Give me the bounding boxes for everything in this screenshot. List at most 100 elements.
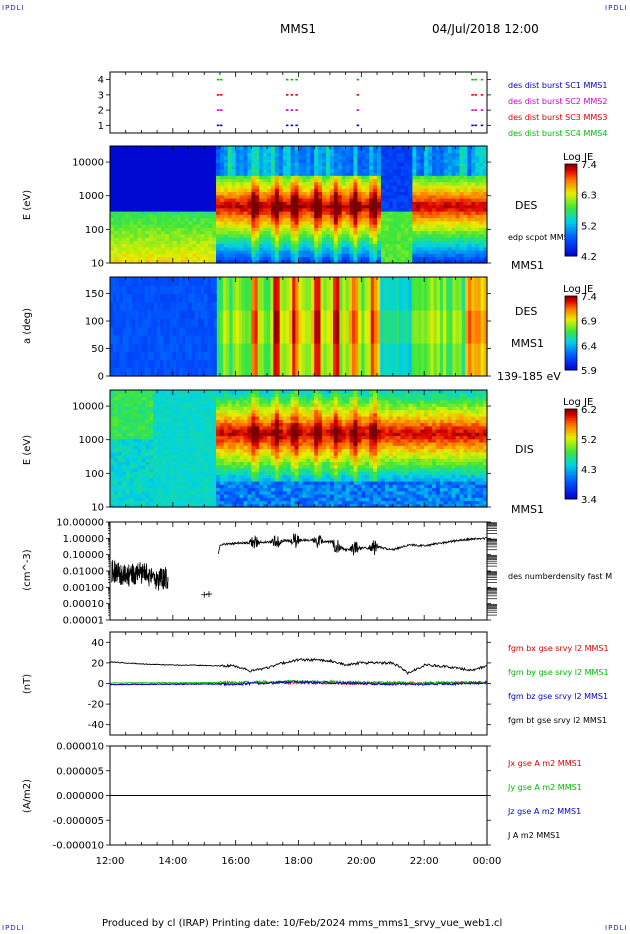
des-energy-panel-cell [384, 178, 390, 183]
des-energy-panel-cell [369, 211, 374, 215]
des-pitch-panel-cell [402, 343, 406, 352]
des-pitch-panel-cell [191, 343, 196, 352]
des-energy-panel-cell [243, 194, 249, 199]
des-pitch-panel-cell [364, 334, 369, 344]
des-energy-panel-cell [361, 217, 366, 222]
des-pitch-panel-cell [295, 285, 300, 295]
des-energy-panel-cell [369, 204, 374, 209]
des-energy-panel-cell [361, 191, 366, 196]
des-energy-panel-cell [141, 227, 146, 232]
des-pitch-panel-cell [175, 367, 180, 377]
des-energy-panel-cell [157, 172, 162, 176]
des-pitch-panel-cell [138, 310, 143, 319]
des-energy-panel-cell [145, 185, 150, 189]
des-pitch-panel-cell [172, 285, 177, 295]
des-energy-panel-cell [396, 152, 402, 157]
des-pitch-panel-cell [166, 310, 171, 319]
des-pitch-panel-cell [125, 318, 130, 328]
des-pitch-panel-cell [380, 310, 384, 319]
des-pitch-panel-cell [235, 285, 240, 295]
des-energy-panel-cell [216, 243, 221, 248]
des-pitch-panel-cell [364, 277, 369, 286]
des-energy-panel-cell [337, 220, 343, 225]
des-energy-panel-cell [110, 162, 115, 167]
des-pitch-panel-cell [311, 351, 315, 361]
des-energy-panel-cell [455, 162, 461, 167]
des-energy-panel-cell [247, 168, 252, 173]
des-energy-panel-cell [353, 168, 359, 173]
des-pitch-panel-cell [128, 326, 133, 336]
des-pitch-panel-cell [110, 285, 114, 295]
des-energy-panel-cell [388, 220, 394, 225]
des-energy-panel-cell [172, 230, 178, 235]
des-energy-panel-cell [424, 146, 429, 150]
des-pitch-panel-cell [150, 343, 155, 352]
des-pitch-panel-cell [267, 277, 271, 286]
des-energy-panel-cell [133, 211, 139, 215]
des-pitch-panel-cell [411, 285, 416, 295]
des-energy-panel-cell [451, 211, 457, 215]
des-energy-panel-cell [121, 227, 127, 232]
des-energy-panel-cell [318, 178, 323, 183]
des-energy-panel-cell [208, 211, 213, 215]
des-energy-panel-cell [384, 168, 390, 173]
des-pitch-panel-cell [110, 293, 114, 303]
des-pitch-panel-cell [392, 310, 397, 319]
des-energy-panel-cell [349, 246, 355, 251]
des-energy-panel-cell [471, 240, 476, 245]
burst-marker [474, 94, 477, 96]
des-energy-panel-cell [400, 204, 406, 209]
des-energy-panel-cell [373, 217, 378, 222]
des-energy-panel-cell [184, 201, 190, 206]
des-energy-panel-cell [110, 172, 115, 176]
des-energy-panel-cell [267, 256, 272, 261]
des-energy-panel-cell [325, 250, 331, 254]
des-energy-panel-cell [475, 217, 480, 222]
des-pitch-panel-cell [329, 334, 334, 344]
des-energy-panel-cell [168, 162, 174, 167]
des-energy-panel-cell [235, 214, 241, 219]
des-pitch-panel-cell [342, 310, 347, 319]
des-energy-panel-cell [435, 201, 441, 206]
des-energy-panel-cell [325, 233, 331, 238]
des-energy-panel-cell [212, 256, 217, 261]
des-energy-panel-cell [223, 246, 229, 251]
des-pitch-panel-cell [204, 301, 208, 311]
des-pitch-panel-cell [449, 285, 454, 295]
des-pitch-panel-cell [292, 359, 296, 369]
des-pitch-panel-cell [113, 326, 117, 336]
des-energy-panel-cell [231, 230, 237, 235]
des-energy-panel-cell [141, 246, 146, 251]
des-pitch-panel-cell [317, 277, 322, 286]
des-energy-panel-cell [161, 175, 166, 180]
des-energy-panel-cell [294, 204, 300, 209]
des-energy-panel-cell [428, 194, 433, 199]
des-energy-panel-cell [377, 211, 382, 215]
des-pitch-panel-cell [279, 359, 284, 369]
des-energy-panel-cell [145, 201, 150, 206]
des-energy-panel-cell [377, 233, 382, 238]
des-pitch-panel-cell [301, 293, 306, 303]
des-energy-panel-cell [239, 259, 245, 264]
des-energy-panel-cell [479, 162, 484, 167]
des-pitch-panel-cell [307, 359, 312, 369]
des-pitch-panel-cell [248, 310, 252, 319]
des-energy-panel-cell [310, 250, 315, 254]
des-energy-panel-cell [110, 253, 115, 258]
des-energy-panel-cell [400, 185, 406, 189]
des-energy-panel-cell [235, 162, 241, 167]
des-pitch-panel-cell [185, 367, 190, 377]
des-pitch-panel-cell [370, 367, 375, 377]
des-energy-panel-cell [219, 224, 225, 228]
des-energy-panel-cell [306, 162, 311, 167]
des-energy-panel-cell [180, 250, 186, 254]
des-energy-panel-cell [188, 191, 194, 196]
des-energy-panel-cell [204, 217, 209, 222]
des-energy-panel-cell [373, 165, 378, 170]
des-energy-panel-cell [483, 165, 488, 170]
des-energy-panel-cell [302, 240, 307, 245]
des-energy-panel-cell [416, 175, 421, 180]
des-energy-panel-cell [208, 155, 213, 160]
des-energy-panel-cell [369, 152, 374, 157]
des-energy-panel-cell [263, 250, 268, 254]
